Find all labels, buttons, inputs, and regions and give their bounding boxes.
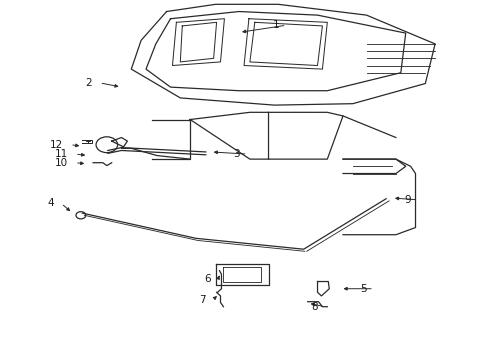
Text: 10: 10 <box>54 158 68 168</box>
Text: 4: 4 <box>47 198 54 208</box>
Text: 3: 3 <box>233 149 240 159</box>
Text: 8: 8 <box>311 302 318 312</box>
Text: 6: 6 <box>204 274 211 284</box>
Text: 12: 12 <box>49 140 63 150</box>
Text: 11: 11 <box>54 149 68 159</box>
Text: 9: 9 <box>404 195 411 205</box>
Text: 1: 1 <box>272 20 279 30</box>
Text: 2: 2 <box>85 78 92 88</box>
Text: 5: 5 <box>360 284 367 294</box>
Text: 7: 7 <box>199 294 206 305</box>
